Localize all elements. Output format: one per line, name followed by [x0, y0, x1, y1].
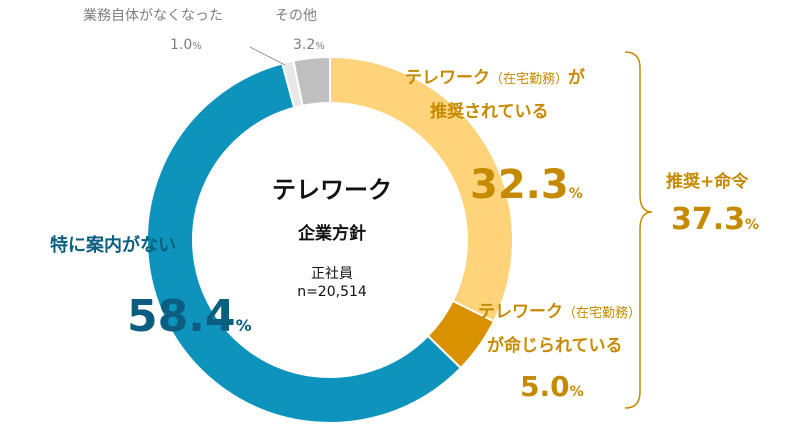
value-no-guidance: 58.4% [127, 291, 252, 342]
label-mandated-line2: が命じられている [487, 336, 623, 356]
label-jobs-gone: 業務自体がなくなった [83, 8, 223, 24]
value-jobs-gone: 1.0% [170, 37, 202, 53]
center-sample: n=20,514 [297, 284, 367, 300]
label-recommended-line1: テレワーク（在宅勤務）が [405, 68, 586, 88]
bracket-value: 37.3% [671, 202, 760, 237]
center-population: 正社員 [311, 266, 353, 282]
value-other: 3.2% [293, 37, 325, 53]
label-recommended-line2: 推奨されている [430, 102, 549, 122]
center-subtitle: 企業方針 [298, 224, 366, 244]
center-title: テレワーク [272, 176, 392, 204]
slice-no-guidance [146, 62, 463, 424]
brace [624, 51, 653, 409]
bracket-label: 推奨+命令 [666, 172, 749, 192]
leader-line-jobs-gone [249, 46, 286, 66]
value-mandated: 5.0% [520, 370, 584, 403]
slice-other [292, 55, 331, 107]
label-other: その他 [275, 8, 317, 24]
label-mandated-line1: テレワーク（在宅勤務） [478, 302, 642, 322]
value-recommended: 32.3% [470, 162, 583, 208]
label-no-guidance: 特に案内がない [50, 235, 176, 256]
